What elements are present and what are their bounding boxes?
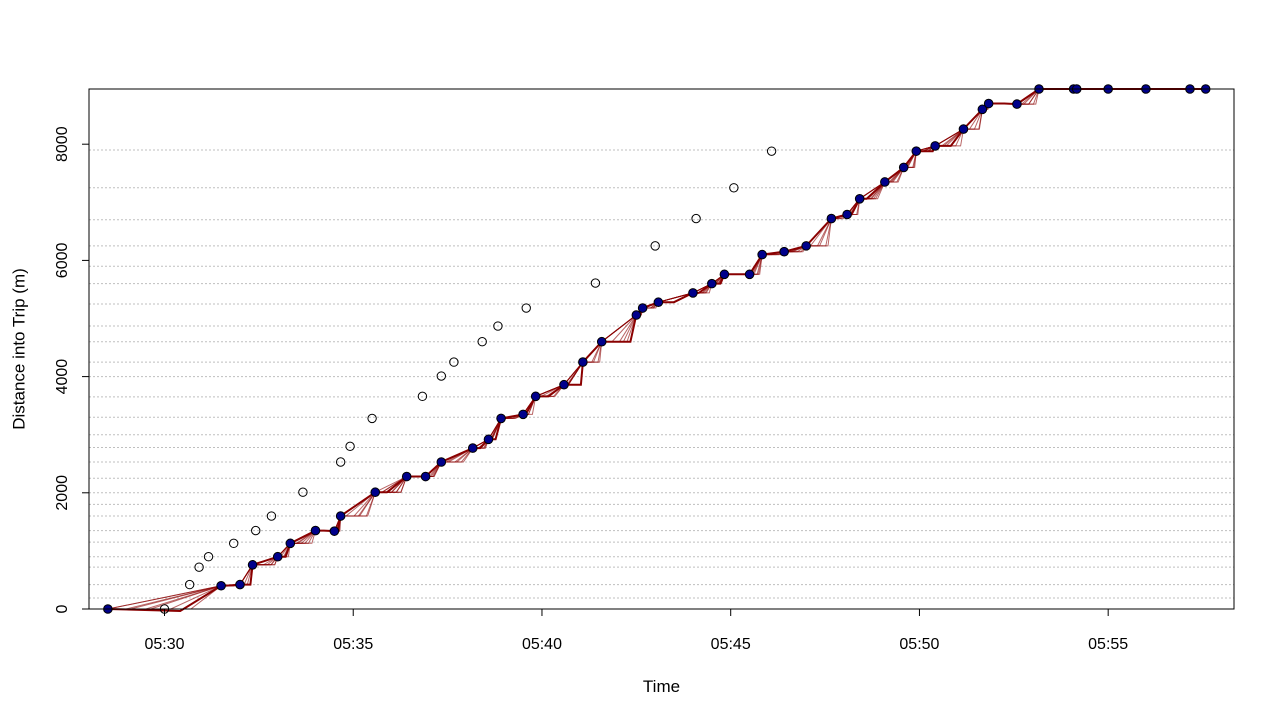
observation-point xyxy=(530,391,541,402)
observation-point xyxy=(757,249,767,260)
observation-point xyxy=(467,443,478,453)
y-tick-label: 0 xyxy=(54,604,71,613)
x-tick-label: 05:35 xyxy=(333,636,373,653)
particle-paths xyxy=(107,88,1206,613)
observation-point xyxy=(370,487,381,498)
observation-point xyxy=(596,336,607,347)
schedule-point xyxy=(436,371,447,381)
observation-point xyxy=(707,278,717,289)
observation-point xyxy=(983,98,994,109)
observation-point xyxy=(880,177,890,187)
schedule-point xyxy=(521,303,531,313)
particle-path xyxy=(107,88,1206,612)
observation-point xyxy=(637,303,648,313)
y-tick-label: 2000 xyxy=(54,475,71,511)
schedule-point xyxy=(449,357,459,367)
schedule-point xyxy=(335,457,346,467)
x-tick-label: 05:50 xyxy=(899,636,939,653)
y-tick-label: 6000 xyxy=(54,242,71,278)
observation-point xyxy=(898,162,909,173)
observation-point xyxy=(842,209,852,220)
observation-point xyxy=(329,526,340,536)
observation-point xyxy=(310,525,321,536)
y-tick-label: 8000 xyxy=(54,126,71,162)
observation-point xyxy=(247,560,258,570)
schedule-point xyxy=(298,487,308,497)
observation-point xyxy=(719,269,730,280)
particle-path xyxy=(107,88,1206,612)
observation-point xyxy=(420,471,431,482)
observation-point xyxy=(335,511,346,521)
observation-points xyxy=(103,84,1211,614)
schedule-point xyxy=(691,213,701,224)
axes: 05:30 05:35 05:40 05:45 05:50 05:55 0 2000 4000 6… xyxy=(54,126,1128,653)
observation-point xyxy=(272,551,283,562)
observation-point xyxy=(854,194,865,204)
observation-point xyxy=(1012,99,1022,109)
schedule-point xyxy=(184,579,195,590)
observation-point xyxy=(779,246,789,257)
observation-point xyxy=(436,457,447,467)
observation-point xyxy=(483,434,494,445)
observation-point xyxy=(801,241,811,251)
observation-point xyxy=(578,357,588,367)
observation-point xyxy=(958,124,969,134)
observation-point xyxy=(911,146,922,156)
observation-point xyxy=(235,579,245,590)
observation-point xyxy=(688,288,698,298)
observation-point xyxy=(977,104,988,115)
schedule-point xyxy=(417,391,428,402)
x-tick-label: 05:55 xyxy=(1088,636,1128,653)
observation-point xyxy=(285,538,296,549)
schedule-point xyxy=(493,321,503,331)
observation-point xyxy=(826,213,837,224)
observation-point xyxy=(401,471,412,482)
grid-lines xyxy=(89,88,1234,610)
observation-point xyxy=(744,269,755,280)
schedule-point xyxy=(650,241,660,251)
observation-point xyxy=(518,409,528,420)
observation-point xyxy=(653,297,664,308)
schedule-points xyxy=(159,146,777,614)
y-axis-title: Distance into Trip (m) xyxy=(9,268,28,430)
observation-point xyxy=(930,141,940,151)
x-axis-title: Time xyxy=(643,677,680,696)
observation-point xyxy=(216,580,226,591)
schedule-point xyxy=(766,146,777,156)
observation-point xyxy=(559,379,569,390)
schedule-point xyxy=(194,562,204,572)
x-tick-label: 05:40 xyxy=(522,636,562,653)
schedule-point xyxy=(203,552,214,562)
schedule-point xyxy=(590,278,601,288)
schedule-point xyxy=(228,538,239,549)
particle-path xyxy=(107,88,1206,613)
particle-path xyxy=(107,88,1206,612)
schedule-point xyxy=(266,511,277,521)
x-tick-label: 05:30 xyxy=(144,636,184,653)
y-tick-label: 4000 xyxy=(54,359,71,395)
x-tick-label: 05:45 xyxy=(711,636,751,653)
observation-point xyxy=(631,310,642,320)
schedule-point xyxy=(477,337,487,347)
schedule-point xyxy=(729,183,739,193)
schedule-point xyxy=(345,441,355,452)
schedule-point xyxy=(251,525,261,536)
schedule-point xyxy=(367,413,377,424)
observation-point xyxy=(496,413,506,424)
